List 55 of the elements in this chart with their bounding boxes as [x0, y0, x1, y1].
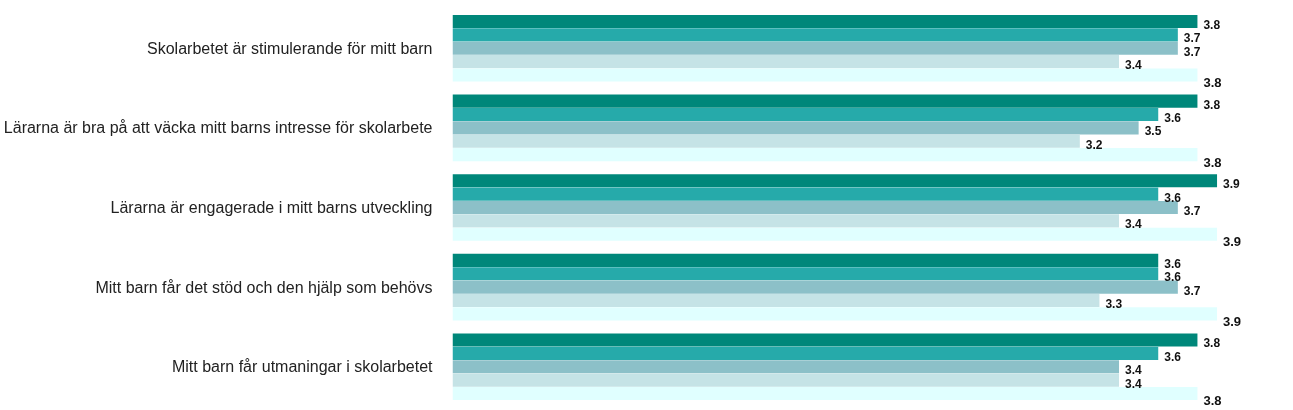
bar [452, 253, 1159, 267]
bar [452, 227, 1218, 241]
data-label: 3.3 [1105, 296, 1123, 311]
bar [452, 121, 1139, 135]
bar [452, 200, 1178, 215]
bar [452, 55, 1120, 69]
data-label: 3.9 [1223, 234, 1242, 250]
data-label: 3.6 [1164, 111, 1182, 126]
y-tick-label: Skolarbetet är stimulerande för mitt barn [147, 39, 433, 57]
data-label: 3.8 [1203, 18, 1221, 33]
bar [452, 293, 1100, 308]
data-label: 3.6 [1164, 190, 1182, 205]
data-label: 3.4 [1125, 217, 1143, 232]
bar [452, 107, 1159, 122]
bar [452, 28, 1178, 42]
bar [452, 214, 1120, 228]
bar [452, 94, 1198, 108]
bar [452, 360, 1120, 374]
bar [452, 346, 1159, 360]
data-label: 3.6 [1164, 270, 1182, 285]
bar [452, 174, 1218, 188]
data-label: 3.7 [1183, 31, 1201, 46]
bar [452, 187, 1159, 201]
bar [452, 267, 1159, 281]
bar [452, 134, 1080, 148]
bar [452, 307, 1218, 321]
data-label: 3.8 [1203, 393, 1222, 409]
bar [452, 373, 1120, 387]
data-label: 3.7 [1183, 283, 1201, 298]
data-label: 3.7 [1183, 204, 1201, 218]
data-label: 3.4 [1125, 363, 1143, 378]
data-label: 3.4 [1125, 376, 1143, 391]
bar [452, 15, 1198, 29]
data-label: 3.8 [1203, 97, 1221, 112]
data-label: 3.2 [1085, 137, 1103, 152]
bar [452, 280, 1178, 294]
bar [452, 68, 1198, 82]
bar [452, 386, 1198, 400]
data-label: 3.9 [1223, 177, 1241, 192]
data-label: 3.4 [1125, 58, 1143, 73]
bar [452, 333, 1198, 347]
data-label: 3.9 [1223, 313, 1242, 329]
data-label: 3.6 [1164, 349, 1182, 364]
data-label: 3.8 [1203, 336, 1221, 351]
data-label: 3.7 [1183, 44, 1201, 59]
y-tick-label: Lärarna är engagerade i mitt barns utveckling [110, 199, 433, 216]
y-tick-label: Mitt barn får det stöd och den hjälp som behövs [95, 278, 433, 296]
data-label: 3.6 [1164, 256, 1182, 271]
data-label: 3.8 [1203, 75, 1222, 91]
data-label: 3.8 [1203, 154, 1222, 170]
bar [452, 148, 1198, 162]
data-label: 3.5 [1144, 124, 1162, 139]
y-tick-label: Lärarna är bra på att väcka mitt barns intresse för skolarbete [3, 119, 433, 137]
bar [452, 41, 1178, 55]
y-tick-label: Mitt barn får utmaningar i skolarbetet [171, 358, 434, 376]
